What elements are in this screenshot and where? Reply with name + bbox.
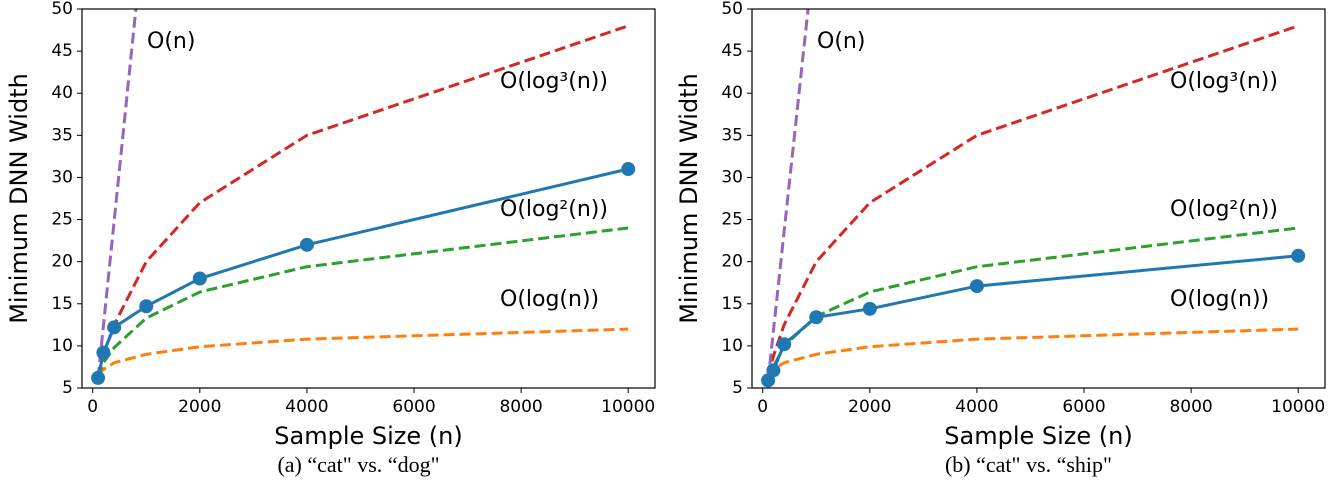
x-tick-label: 2000 xyxy=(848,397,891,417)
y-tick-label: 5 xyxy=(62,378,73,398)
marker xyxy=(969,279,984,294)
y-tick-label: 10 xyxy=(51,336,73,356)
subplot: 0 2000 4000 6000 8000 10000 5 10 15 20 25 30 35 40 45 5… xyxy=(5,0,656,477)
series-line xyxy=(766,327,1299,378)
y-tick-label: 40 xyxy=(721,83,743,103)
y-tick-label: 15 xyxy=(51,294,73,314)
series-line xyxy=(766,24,1299,378)
x-tick-label: 10000 xyxy=(1271,397,1325,417)
x-tick-label: 8000 xyxy=(1169,397,1212,417)
x-tick-label: 6000 xyxy=(1062,397,1105,417)
marker xyxy=(777,337,792,352)
y-tick-label: 5 xyxy=(732,378,743,398)
y-tick-label: 45 xyxy=(721,41,743,61)
y-tick-label: 45 xyxy=(51,41,73,61)
marker xyxy=(107,320,122,335)
y-tick-label: 25 xyxy=(51,210,73,230)
series-line xyxy=(766,254,1299,382)
series-label: O(n) xyxy=(817,29,865,54)
subplot: 0 2000 4000 6000 8000 10000 5 10 15 20 25 30 35 40 45 5… xyxy=(675,0,1326,477)
y-tick-label: 15 xyxy=(721,294,743,314)
marker xyxy=(621,162,636,177)
y-tick-label: 50 xyxy=(51,0,73,19)
marker xyxy=(96,345,111,360)
series-line xyxy=(96,327,629,377)
x-tick-label: 8000 xyxy=(499,397,542,417)
x-tick-label: 2000 xyxy=(178,397,221,417)
caption: (a) “cat" vs. “dog" xyxy=(277,452,439,477)
series-label: O(n) xyxy=(147,29,195,54)
y-tick-label: 10 xyxy=(721,336,743,356)
y-tick-label: 35 xyxy=(51,125,73,145)
y-tick-label: 30 xyxy=(721,167,743,187)
axes-frame xyxy=(81,8,656,389)
series-label: O(log(n)) xyxy=(500,287,599,312)
marker xyxy=(1291,248,1306,263)
marker xyxy=(299,237,314,252)
series-label: O(log²(n)) xyxy=(1170,197,1278,222)
x-tick-label: 6000 xyxy=(392,397,435,417)
series-label: O(log(n)) xyxy=(1170,287,1269,312)
y-tick-label: 20 xyxy=(51,252,73,272)
y-tick-label: 40 xyxy=(51,83,73,103)
series-label: O(log³(n)) xyxy=(1170,69,1278,94)
caption: (b) “cat" vs. “ship" xyxy=(945,452,1112,477)
x-tick-label: 4000 xyxy=(955,397,998,417)
marker xyxy=(862,301,877,316)
x-tick-label: 0 xyxy=(757,397,768,417)
marker xyxy=(809,310,824,325)
x-tick-label: 10000 xyxy=(601,397,655,417)
y-tick-label: 25 xyxy=(721,210,743,230)
y-axis-label: Minimum DNN Width xyxy=(675,73,703,324)
series-line xyxy=(96,226,629,378)
x-tick-label: 4000 xyxy=(285,397,328,417)
marker xyxy=(192,271,207,286)
plot-area xyxy=(761,9,1306,388)
x-axis-label: Sample Size (n) xyxy=(944,422,1132,450)
series-line xyxy=(96,9,138,379)
y-tick-label: 30 xyxy=(51,167,73,187)
marker xyxy=(139,299,154,314)
axes-frame xyxy=(751,8,1326,389)
marker xyxy=(91,370,106,385)
x-axis-label: Sample Size (n) xyxy=(274,422,462,450)
y-axis-label: Minimum DNN Width xyxy=(5,73,33,324)
marker xyxy=(766,363,781,378)
x-tick-label: 0 xyxy=(87,397,98,417)
series-label: O(log²(n)) xyxy=(500,197,608,222)
y-tick-label: 20 xyxy=(721,252,743,272)
series-label: O(log³(n)) xyxy=(500,69,608,94)
y-tick-label: 50 xyxy=(721,0,743,19)
plot-area xyxy=(91,9,636,385)
series-line xyxy=(766,9,810,381)
y-tick-label: 35 xyxy=(721,125,743,145)
